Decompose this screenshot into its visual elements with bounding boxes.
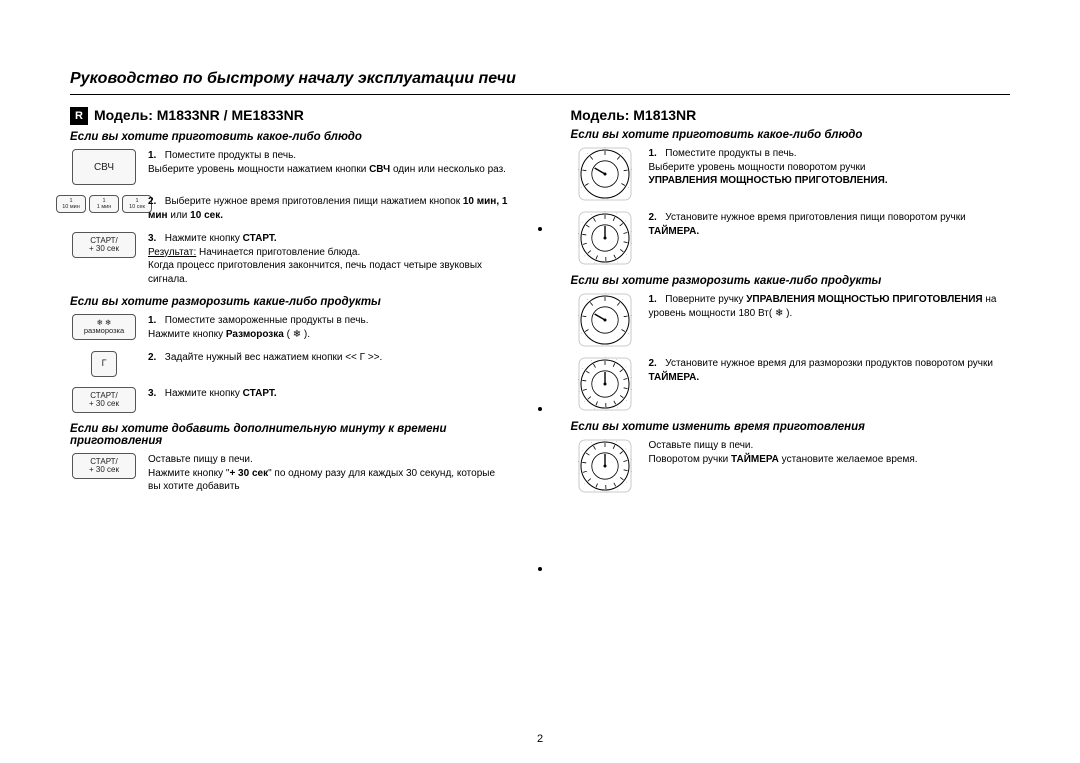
right-cook-step2: 2. Установите нужное время приготовления… — [649, 211, 1011, 238]
right-cook-step1: 1. Поместите продукты в печь. Выберите у… — [649, 147, 1011, 188]
left-defrost-step3: 3. Нажмите кнопку СТАРТ. — [148, 387, 510, 401]
heading-left-addmin: Если вы хотите добавить дополнительную м… — [70, 423, 450, 447]
btn-start-1: СТАРТ/ + 30 сек — [72, 232, 136, 258]
page-number: 2 — [537, 733, 543, 745]
heading-left-cook: Если вы хотите приготовить какое-либо бл… — [70, 131, 510, 143]
dial-timer-3 — [571, 439, 639, 493]
model-right: Модель: M1813NR — [571, 107, 697, 123]
heading-right-change: Если вы хотите изменить время приготовле… — [571, 421, 1011, 433]
btn-start-3: СТАРТ/ + 30 сек — [72, 453, 136, 479]
right-defrost-step2: 2. Установите нужное время для разморозк… — [649, 357, 1011, 384]
right-defrost-step1: 1. Поверните ручку УПРАВЛЕНИЯ МОЩНОСТЬЮ … — [649, 293, 1011, 320]
left-defrost-step1: 1. Поместите замороженные продукты в печ… — [148, 314, 510, 341]
column-separator — [540, 107, 541, 504]
heading-right-cook: Если вы хотите приготовить какое-либо бл… — [571, 129, 1011, 141]
right-column: Модель: M1813NR Если вы хотите приготови… — [571, 107, 1011, 504]
dial-timer-2 — [571, 357, 639, 411]
left-defrost-step2: 2. Задайте нужный вес нажатием кнопки <<… — [148, 351, 510, 365]
btn-start-2: СТАРТ/ + 30 сек — [72, 387, 136, 413]
title-rule — [70, 94, 1010, 95]
left-cook-step1: 1. Поместите продукты в печь. Выберите у… — [148, 149, 510, 176]
btn-10min: 1 10 мин — [56, 195, 86, 213]
btn-grams: Г — [91, 351, 117, 377]
dial-power-2 — [571, 293, 639, 347]
left-cook-step3: 3. Нажмите кнопку СТАРТ. Результат: Начи… — [148, 232, 510, 286]
heading-left-defrost: Если вы хотите разморозить какие-либо пр… — [70, 296, 510, 308]
btn-defrost: ❄ ❄ разморозка — [72, 314, 136, 340]
left-addmin-text: Оставьте пищу в печи. Нажмите кнопку "+ … — [148, 453, 510, 494]
r-badge: R — [70, 107, 88, 125]
left-column: R Модель: M1833NR / ME1833NR Если вы хоти… — [70, 107, 510, 504]
main-title: Руководство по быстрому началу эксплуата… — [70, 70, 1010, 88]
left-cook-step2: 2. Выберите нужное время приготовления п… — [148, 195, 510, 222]
dial-power-1 — [571, 147, 639, 201]
btn-1min: 1 1 мин — [89, 195, 119, 213]
btn-time-row: 1 10 мин 1 1 мин 1 10 сек — [56, 195, 152, 213]
heading-right-defrost: Если вы хотите разморозить какие-либо пр… — [571, 275, 1011, 287]
btn-svch: СВЧ — [72, 149, 136, 185]
model-left: Модель: M1833NR / ME1833NR — [94, 107, 304, 123]
right-change-text: Оставьте пищу в печи. Поворотом ручки ТА… — [649, 439, 1011, 466]
dial-timer-1 — [571, 211, 639, 265]
